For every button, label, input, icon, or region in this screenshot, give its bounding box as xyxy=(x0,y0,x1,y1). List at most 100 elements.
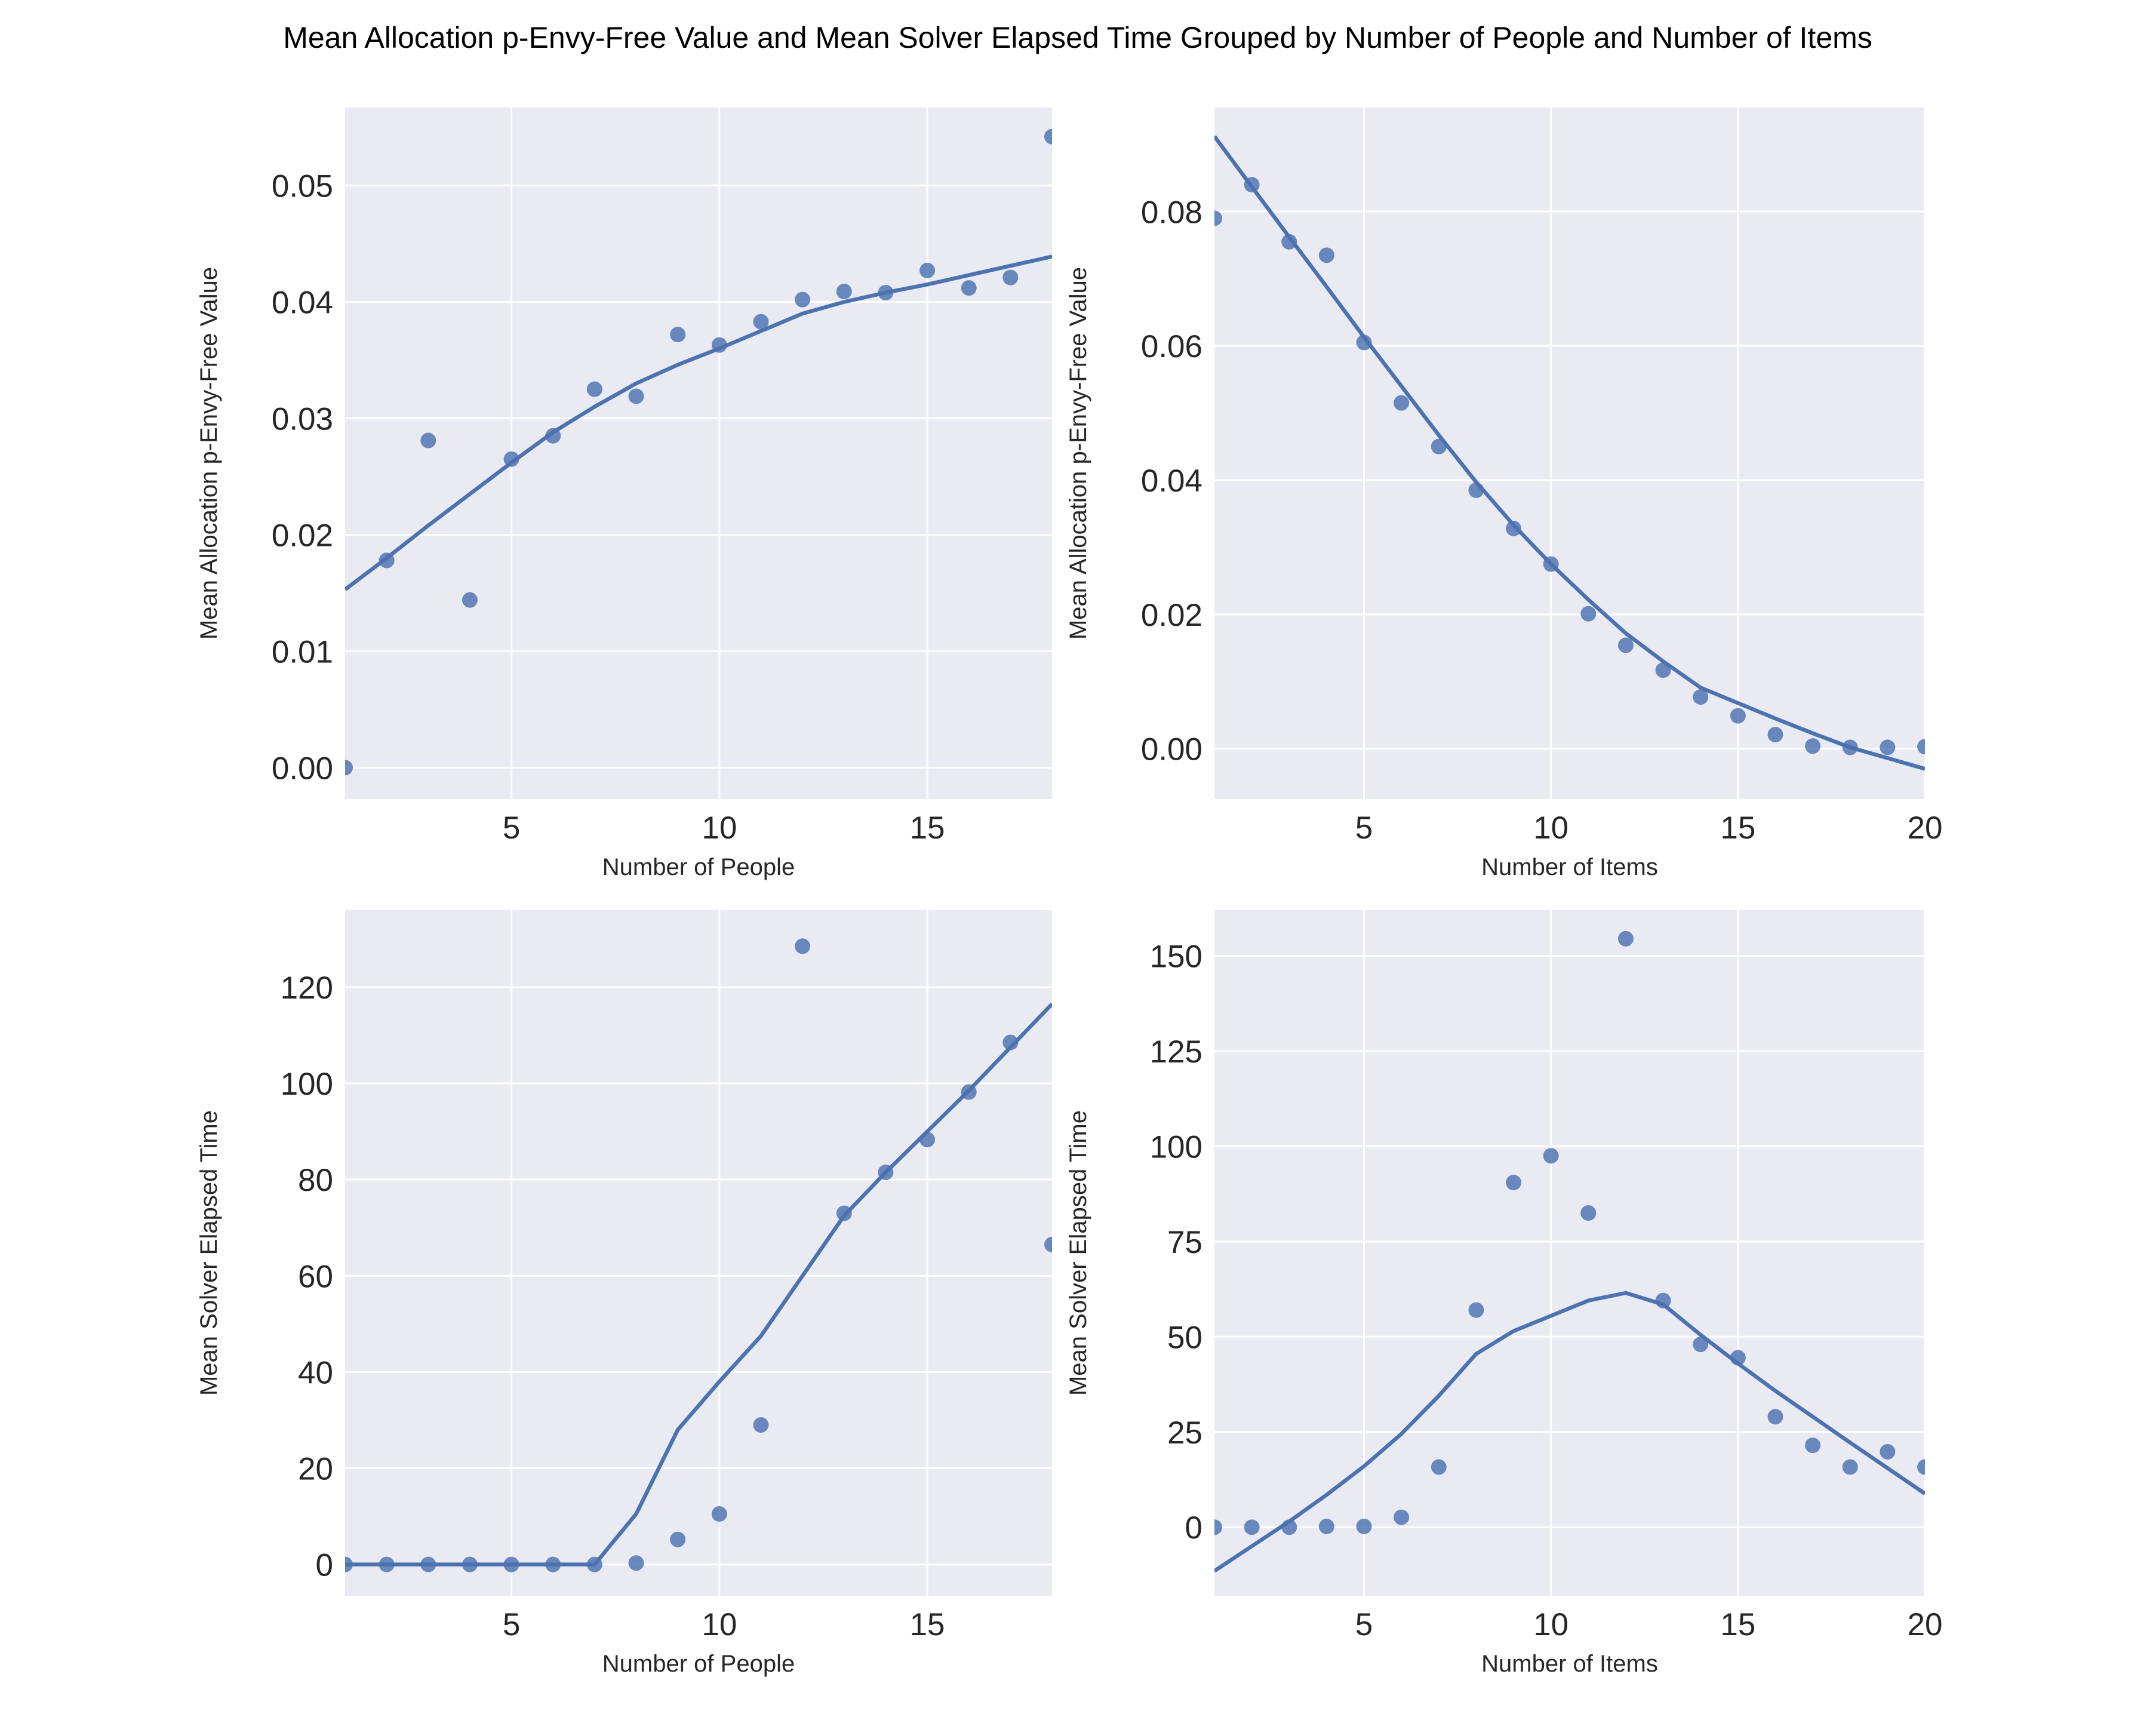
x-tick-label: 15 xyxy=(910,810,945,846)
data-point xyxy=(462,592,478,608)
x-tick-label: 5 xyxy=(503,810,520,846)
x-tick-label: 5 xyxy=(1355,1607,1373,1642)
y-tick-label: 50 xyxy=(1167,1320,1202,1355)
x-tick-label: 10 xyxy=(1533,1607,1568,1642)
y-tick-label: 0.04 xyxy=(1141,463,1202,499)
x-tick-label: 10 xyxy=(1533,810,1568,846)
data-point xyxy=(1244,177,1260,193)
data-point xyxy=(795,291,811,308)
x-tick-label: 5 xyxy=(1355,810,1373,846)
x-tick-label: 20 xyxy=(1908,810,1943,846)
data-point xyxy=(1655,1292,1671,1308)
data-point xyxy=(1431,438,1447,454)
scatter-points xyxy=(345,128,1052,776)
data-point xyxy=(1506,1175,1522,1191)
subplot-items-envy: 5 10 15 20 0.00 0.02 0.04 0.06 0.08 Number of Ite… xyxy=(1065,107,1942,880)
data-point xyxy=(379,1556,395,1572)
data-point xyxy=(1693,689,1709,705)
data-point xyxy=(1917,739,1925,755)
data-point xyxy=(878,284,894,300)
data-point xyxy=(1917,1459,1925,1475)
data-point xyxy=(1617,637,1634,653)
data-point xyxy=(1767,727,1783,743)
data-point xyxy=(1356,334,1372,351)
data-point xyxy=(1281,234,1297,250)
data-point xyxy=(1468,482,1484,498)
data-point xyxy=(586,1556,602,1572)
x-axis-label: Number of Items xyxy=(1481,854,1658,880)
y-axis-label: Mean Allocation p-Envy-Free Value xyxy=(196,267,222,640)
data-point xyxy=(919,1132,936,1148)
data-point xyxy=(753,314,769,330)
y-tick-label: 80 xyxy=(298,1163,333,1198)
figure-title: Mean Allocation p-Envy-Free Value and Me… xyxy=(283,21,1872,54)
y-tick-label: 0.06 xyxy=(1141,329,1202,364)
y-tick-label: 0.00 xyxy=(272,751,333,786)
y-tick-label: 0.01 xyxy=(272,634,333,669)
data-point xyxy=(628,1555,644,1571)
data-point xyxy=(1002,269,1019,285)
x-tick-label: 5 xyxy=(503,1607,520,1642)
y-axis-label: Mean Allocation p-Envy-Free Value xyxy=(1065,267,1091,640)
x-axis-label: Number of People xyxy=(602,1651,795,1677)
data-point xyxy=(1805,738,1821,754)
data-point xyxy=(628,388,644,404)
data-point xyxy=(345,760,353,776)
data-point xyxy=(1044,128,1052,145)
y-tick-label: 150 xyxy=(1150,939,1202,975)
data-point xyxy=(1356,1518,1372,1534)
y-tick-label: 25 xyxy=(1167,1415,1202,1451)
data-point xyxy=(1214,210,1222,226)
x-tick-label: 10 xyxy=(702,810,737,846)
data-point xyxy=(1617,930,1634,947)
data-point xyxy=(1580,606,1597,622)
data-point xyxy=(420,1556,436,1572)
data-point xyxy=(1244,1519,1260,1535)
x-axis-label: Number of People xyxy=(602,854,795,880)
data-point xyxy=(795,938,811,954)
data-point xyxy=(1842,1459,1858,1475)
y-tick-label: 0.08 xyxy=(1141,195,1202,230)
x-tick-label: 15 xyxy=(1720,1607,1755,1642)
y-tick-label: 0.05 xyxy=(272,169,333,204)
data-point xyxy=(961,1084,977,1100)
x-tick-label: 10 xyxy=(702,1607,737,1642)
y-tick-label: 0.00 xyxy=(1141,732,1202,767)
data-point xyxy=(586,381,602,397)
data-point xyxy=(1805,1437,1821,1454)
y-tick-label: 0.03 xyxy=(272,402,333,437)
data-point xyxy=(1318,247,1334,263)
data-point xyxy=(1767,1409,1783,1425)
data-point xyxy=(1468,1302,1484,1318)
data-point xyxy=(1543,1148,1559,1164)
data-point xyxy=(462,1556,478,1572)
data-point xyxy=(503,451,519,467)
data-point xyxy=(345,1556,353,1572)
data-point xyxy=(1880,739,1896,755)
data-point xyxy=(836,284,852,300)
fit-line xyxy=(1214,135,1925,771)
data-point xyxy=(670,1531,686,1547)
y-axis-label: Mean Solver Elapsed Time xyxy=(1065,1110,1091,1396)
data-point xyxy=(878,1165,894,1181)
data-point xyxy=(1730,1350,1746,1366)
data-point xyxy=(711,1506,727,1522)
data-point xyxy=(1394,395,1410,411)
data-point xyxy=(503,1556,519,1572)
y-tick-label: 0 xyxy=(1185,1510,1202,1546)
plot-area xyxy=(345,910,1052,1596)
data-point xyxy=(836,1205,852,1221)
y-tick-label: 0.02 xyxy=(1141,598,1202,633)
data-point xyxy=(1506,520,1522,536)
data-point xyxy=(1214,1519,1222,1535)
data-point xyxy=(1655,662,1671,678)
data-point xyxy=(1044,1236,1052,1252)
data-point xyxy=(961,280,977,296)
data-point xyxy=(711,337,727,353)
subplot-items-time: 5 10 15 20 0 25 50 75 100 125 150 Number of Items Me… xyxy=(1065,910,1942,1677)
y-tick-label: 40 xyxy=(298,1355,333,1390)
data-point xyxy=(545,1556,561,1572)
data-point xyxy=(1880,1443,1896,1460)
data-point xyxy=(1580,1205,1597,1221)
data-point xyxy=(753,1417,769,1433)
